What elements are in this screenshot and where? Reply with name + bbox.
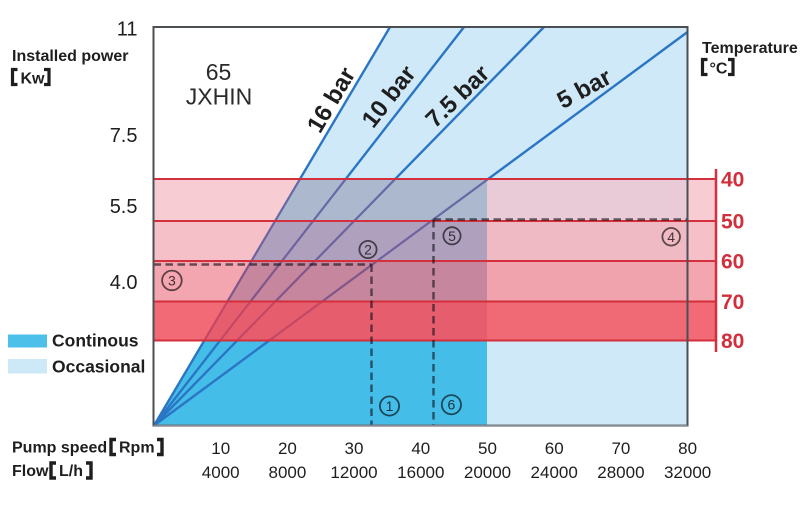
svg-text:7.5: 7.5	[110, 125, 138, 147]
svg-text:3: 3	[168, 272, 176, 288]
svg-text:Temperature: Temperature	[702, 40, 798, 57]
svg-text:80: 80	[721, 330, 744, 353]
svg-text:Flow: Flow	[12, 463, 49, 480]
svg-text:Pump speed: Pump speed	[12, 440, 107, 457]
svg-text:2: 2	[364, 242, 372, 258]
svg-text:30: 30	[345, 439, 364, 458]
svg-text:L/h: L/h	[59, 463, 83, 480]
svg-text:20: 20	[278, 439, 297, 458]
svg-text:70: 70	[721, 291, 744, 314]
svg-text:60: 60	[721, 251, 744, 274]
svg-text:Continous: Continous	[52, 330, 139, 350]
svg-text:16000: 16000	[397, 463, 444, 482]
svg-text:Rpm: Rpm	[119, 440, 155, 457]
svg-text:4000: 4000	[202, 463, 240, 482]
svg-text:4.0: 4.0	[110, 272, 138, 294]
svg-text:11: 11	[117, 18, 138, 40]
svg-text:50: 50	[478, 439, 497, 458]
svg-text:80: 80	[678, 439, 697, 458]
svg-text:50: 50	[721, 211, 744, 234]
svg-text:40: 40	[411, 439, 430, 458]
svg-text:40: 40	[721, 168, 744, 191]
svg-text:°C: °C	[710, 61, 728, 78]
svg-text:5: 5	[448, 228, 456, 244]
svg-text:20000: 20000	[464, 463, 511, 482]
svg-text:65: 65	[206, 59, 232, 85]
svg-text:6: 6	[448, 397, 456, 413]
svg-text:Kw: Kw	[21, 71, 46, 88]
svg-text:32000: 32000	[664, 463, 711, 482]
svg-text:28000: 28000	[597, 463, 644, 482]
svg-text:70: 70	[611, 439, 630, 458]
svg-text:24000: 24000	[531, 463, 578, 482]
svg-text:JXHIN: JXHIN	[186, 83, 252, 109]
svg-text:8000: 8000	[268, 463, 306, 482]
svg-text:5.5: 5.5	[110, 196, 138, 218]
svg-text:10: 10	[211, 439, 230, 458]
svg-text:12000: 12000	[330, 463, 377, 482]
svg-text:1: 1	[386, 398, 394, 414]
svg-text:4: 4	[667, 229, 675, 245]
svg-text:60: 60	[545, 439, 564, 458]
svg-text:Installed power: Installed power	[12, 48, 128, 65]
svg-text:Occasional: Occasional	[52, 357, 145, 377]
